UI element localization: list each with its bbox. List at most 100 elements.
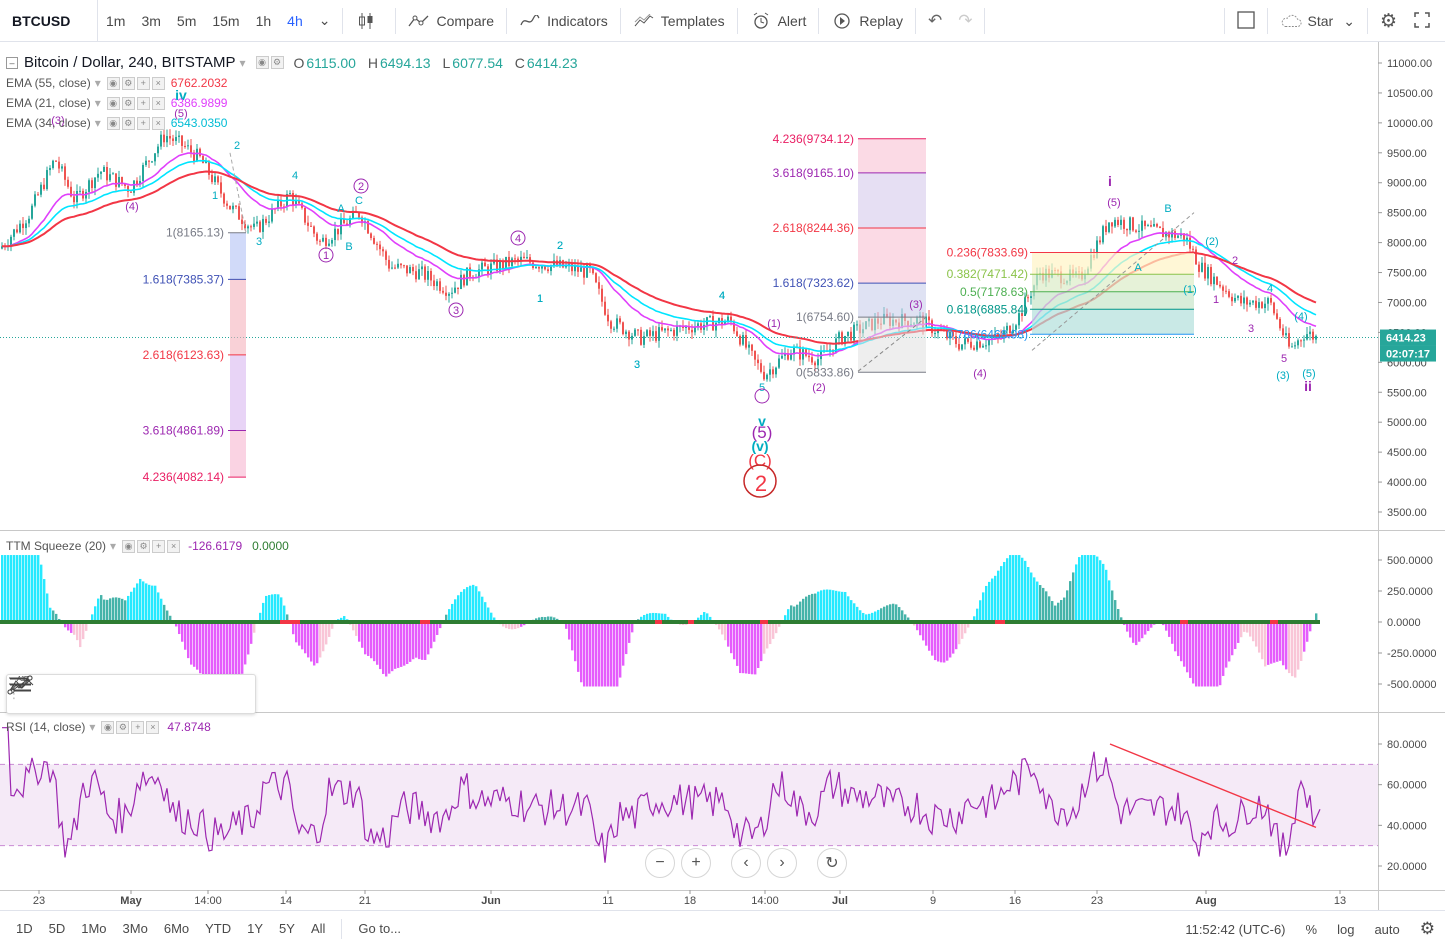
- chart-area[interactable]: 11000.00 10500.00 10000.00 9500.00 9000.00 85…: [0, 42, 1445, 910]
- undo-button[interactable]: ↶: [920, 0, 950, 42]
- squeeze-bar: [94, 606, 97, 622]
- close-icon[interactable]: ×: [151, 116, 165, 130]
- indicators-button[interactable]: Indicators: [511, 0, 616, 42]
- range-button-ytd[interactable]: YTD: [205, 921, 232, 936]
- percent-scale-toggle[interactable]: %: [1305, 921, 1318, 937]
- wave-circle: [318, 247, 334, 263]
- interval-dropdown[interactable]: ⌄: [311, 0, 339, 42]
- chevron-down-icon[interactable]: ▾: [94, 76, 101, 90]
- more-icon[interactable]: +: [136, 116, 150, 130]
- eye-icon[interactable]: ◉: [122, 539, 136, 553]
- auto-scale-toggle[interactable]: auto: [1374, 921, 1400, 937]
- squeeze-bar: [778, 622, 781, 627]
- fib-extension-tool[interactable]: [7, 675, 249, 712]
- settings-small-icon[interactable]: ⚙: [121, 76, 135, 90]
- settings-small-icon[interactable]: ⚙: [137, 539, 151, 553]
- chevron-down-icon[interactable]: ▾: [94, 96, 101, 110]
- elliott-correction-tool[interactable]: A C: [8, 676, 135, 712]
- settings-small-icon[interactable]: ⚙: [270, 56, 284, 69]
- squeeze-tick-label: 250.0000: [1387, 586, 1433, 598]
- range-button-1y[interactable]: 1Y: [247, 921, 264, 936]
- fib-retracement-tool[interactable]: [9, 676, 211, 712]
- eye-icon[interactable]: ◉: [106, 116, 120, 130]
- eye-icon[interactable]: ◉: [106, 96, 120, 110]
- squeeze-bar: [706, 613, 709, 622]
- chevron-down-icon[interactable]: ▾: [94, 116, 101, 130]
- interval-5m[interactable]: 5m: [176, 12, 197, 29]
- replay-button[interactable]: Replay: [823, 0, 911, 42]
- redo-button[interactable]: ↷: [950, 0, 980, 42]
- scroll-right-button[interactable]: ›: [767, 848, 797, 878]
- candle-body: [1249, 302, 1251, 305]
- range-button-1mo[interactable]: 1Mo: [81, 921, 107, 936]
- close-icon[interactable]: ×: [151, 96, 165, 110]
- candle-body: [211, 174, 213, 183]
- save-layout-button[interactable]: Star ⌄: [1272, 0, 1363, 42]
- range-button-5d[interactable]: 5D: [48, 921, 66, 936]
- goto-date-button[interactable]: Go to...: [358, 921, 402, 936]
- layout-toggle-button[interactable]: [1229, 0, 1263, 42]
- candle-body: [34, 194, 36, 206]
- time-tick-label: 13: [1334, 895, 1346, 907]
- candle-body: [730, 316, 732, 322]
- range-button-3mo[interactable]: 3Mo: [122, 921, 148, 936]
- squeeze-bar: [1234, 622, 1237, 650]
- more-icon[interactable]: +: [152, 539, 166, 553]
- fib-right-label: 0.382(7471.42): [947, 267, 1028, 281]
- interval-1h[interactable]: 1h: [255, 12, 272, 29]
- templates-button[interactable]: Templates: [625, 0, 733, 42]
- chart-type-button[interactable]: [347, 0, 391, 42]
- compare-button[interactable]: Compare: [400, 0, 502, 42]
- settings-small-icon[interactable]: ⚙: [121, 116, 135, 130]
- candle-body: [253, 223, 255, 227]
- eye-icon[interactable]: ◉: [101, 720, 115, 734]
- rsi-trendline: [1109, 743, 1317, 829]
- range-button-6mo[interactable]: 6Mo: [163, 921, 190, 936]
- reset-chart-button[interactable]: ↻: [817, 848, 847, 878]
- range-button-all[interactable]: All: [310, 921, 326, 936]
- more-icon[interactable]: +: [131, 720, 145, 734]
- eye-icon[interactable]: ◉: [106, 76, 120, 90]
- more-icon[interactable]: +: [136, 76, 150, 90]
- interval-15m[interactable]: 15m: [212, 12, 240, 29]
- interval-3m[interactable]: 3m: [141, 12, 161, 29]
- zoom-out-button[interactable]: −: [645, 848, 675, 878]
- candle-body: [424, 266, 426, 280]
- elliott-impulse-tool[interactable]: 1 5: [8, 676, 97, 712]
- clock-timezone[interactable]: 11:52:42 (UTC-6): [1185, 921, 1286, 937]
- nav-spacer: [717, 848, 725, 878]
- candle-body: [760, 363, 762, 372]
- log-scale-toggle[interactable]: log: [1337, 921, 1355, 937]
- squeeze-bar: [298, 622, 301, 646]
- close-icon[interactable]: ×: [146, 720, 160, 734]
- symbol-search-button[interactable]: BTCUSD: [0, 0, 98, 42]
- chevron-down-icon[interactable]: ▾: [110, 539, 117, 553]
- price-tick-label: 9000.00: [1387, 178, 1427, 190]
- interval-1m[interactable]: 1m: [106, 12, 126, 29]
- fullscreen-button[interactable]: [1405, 0, 1445, 42]
- range-button-5y[interactable]: 5Y: [279, 921, 295, 936]
- alert-button[interactable]: Alert: [742, 0, 815, 42]
- fib-left-label: 1(8165.13): [166, 226, 224, 240]
- settings-button[interactable]: ⚙: [1372, 0, 1405, 42]
- indicators-label: Indicators: [547, 12, 608, 29]
- eye-icon[interactable]: ◉: [255, 56, 269, 69]
- candle-body: [97, 173, 99, 178]
- scroll-left-button[interactable]: ‹: [731, 848, 761, 878]
- close-icon[interactable]: ×: [151, 76, 165, 90]
- more-icon[interactable]: +: [136, 96, 150, 110]
- settings-small-icon[interactable]: ⚙: [121, 96, 135, 110]
- chart-settings-gear-icon[interactable]: ⚙: [1419, 919, 1435, 938]
- range-button-1d[interactable]: 1D: [16, 921, 33, 936]
- squeeze-bar: [727, 622, 730, 647]
- trend-line-tool[interactable]: [7, 675, 173, 712]
- collapse-legend-icon[interactable]: –: [6, 56, 18, 69]
- chevron-down-icon[interactable]: ▾: [239, 55, 246, 70]
- close-icon[interactable]: ×: [167, 539, 181, 553]
- squeeze-bar: [763, 622, 766, 654]
- chart-canvas[interactable]: 11000.00 10500.00 10000.00 9500.00 9000.00 85…: [0, 42, 1445, 910]
- interval-4h[interactable]: 4h: [287, 12, 303, 29]
- chevron-down-icon[interactable]: ▾: [89, 720, 96, 734]
- zoom-in-button[interactable]: +: [681, 848, 711, 878]
- settings-small-icon[interactable]: ⚙: [116, 720, 130, 734]
